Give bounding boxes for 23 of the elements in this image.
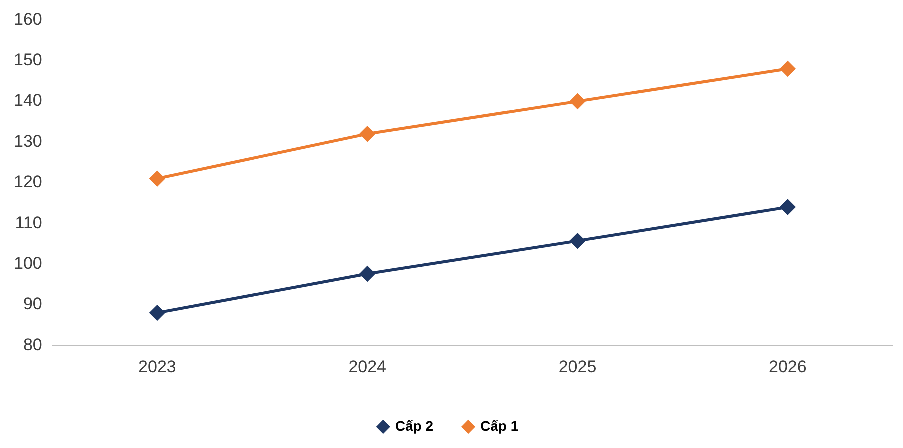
x-tick-label: 2023: [138, 357, 176, 376]
point: [780, 62, 796, 77]
point: [570, 234, 586, 249]
point: [570, 94, 586, 110]
point: [780, 200, 796, 215]
point: [150, 171, 165, 186]
y-tick-label: 130: [14, 132, 42, 151]
legend-label: Cấp 1: [480, 418, 519, 434]
x-tick-label: 2024: [348, 357, 387, 376]
y-tick-label: 90: [23, 294, 42, 314]
y-tick-label: 150: [14, 50, 42, 70]
point: [150, 306, 165, 321]
point: [360, 266, 376, 282]
y-tick-label: 120: [14, 172, 42, 192]
y-tick-label: 100: [14, 254, 42, 273]
x-tick-label: 2026: [769, 357, 807, 376]
y-tick-label: 140: [14, 91, 42, 110]
y-tick-label: 80: [23, 335, 42, 354]
x-tick-label: 2025: [558, 357, 597, 376]
point: [360, 126, 376, 142]
y-tick-label: 110: [15, 213, 42, 232]
legend-label: Cấp 2: [395, 418, 434, 434]
y-tick-label: 160: [14, 10, 42, 29]
